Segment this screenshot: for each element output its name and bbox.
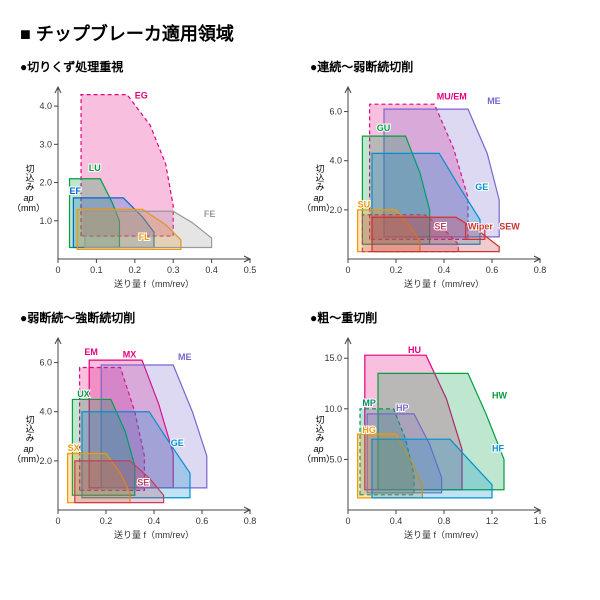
x-tick-label: 1.6: [534, 516, 547, 526]
chart-area: 切込みap（mm）MU/EMMEGUGESUSESEWWiper00.20.40…: [310, 79, 550, 299]
region-label: EG: [135, 90, 148, 100]
chart-block: ●切りくず処理重視切込みap（mm）EGLUEFFLFE00.10.20.30.…: [20, 58, 290, 299]
region-label: HP: [396, 403, 409, 413]
y-tick-label: 3.0: [39, 139, 52, 149]
y-tick-label: 6.0: [329, 107, 342, 117]
x-tick-label: 0.4: [390, 516, 403, 526]
region-label: GU: [377, 123, 391, 133]
region-label: SU: [358, 199, 371, 209]
chart-grid: ●切りくず処理重視切込みap（mm） EG LU EF FL FE 0 0.1 0.2 0.3 0.…: [20, 58, 580, 550]
main-title: ■ チップブレーカ適用領域: [20, 20, 580, 46]
chart-block: ●弱断続～強断続切削切込みap（mm）EMMXMEUXGESXSE00.20.4…: [20, 309, 290, 550]
region-label: GE: [171, 438, 184, 448]
chart-area: 切込みap（mm）HUHWMPHPHGHF00.40.81.21.65.010.…: [310, 330, 550, 550]
y-tick-label: 15.0: [324, 353, 342, 363]
x-tick-label: 0.1: [90, 265, 103, 275]
x-tick-label: 0.4: [148, 516, 161, 526]
x-tick-label: 0.8: [534, 265, 547, 275]
chart-title: ●連続～弱断続切削: [310, 58, 580, 75]
x-tick-label: 0: [345, 265, 350, 275]
x-axis-label: 送り量 f（mm/rev）: [114, 529, 194, 540]
x-axis-label: 送り量 f（mm/rev）: [114, 278, 194, 289]
region-label: LU: [89, 163, 101, 173]
region-label: Wiper: [468, 222, 493, 232]
region-label: SE: [137, 477, 149, 487]
x-axis-label: 送り量 f（mm/rev）: [404, 529, 484, 540]
x-tick-label: 0.4: [438, 265, 451, 275]
chart-block: ●粗～重切削切込みap（mm）HUHWMPHPHGHF00.40.81.21.6…: [310, 309, 580, 550]
region-label: EM: [84, 347, 98, 357]
region-label: ME: [178, 352, 192, 362]
region-label: SX: [68, 443, 80, 453]
region-label: HG: [362, 425, 376, 435]
region-label: HW: [492, 391, 507, 401]
region-label: GE: [475, 182, 488, 192]
y-axis-label: 切込みap（mm）: [12, 164, 45, 214]
y-axis-label: 切込みap（mm）: [302, 164, 335, 214]
region-label: ME: [487, 96, 501, 106]
y-tick-label: 4.0: [39, 101, 52, 111]
region-label: SE: [434, 222, 446, 232]
x-tick-label: 0: [345, 516, 350, 526]
region-label: MP: [362, 398, 376, 408]
x-tick-label: 1.2: [486, 516, 499, 526]
x-tick-label: 0.6: [196, 516, 209, 526]
region-label: FE: [204, 209, 216, 219]
x-tick-label: 0.2: [390, 265, 403, 275]
x-tick-label: 0.2: [100, 516, 113, 526]
chart-title: ●切りくず処理重視: [20, 58, 290, 75]
x-tick-label: 0.6: [486, 265, 499, 275]
region-label: SEW: [499, 222, 520, 232]
chart-area: 切込みap（mm）EMMXMEUXGESXSE00.20.40.60.82.04…: [20, 330, 260, 550]
region-label: EF: [70, 186, 82, 196]
chart-title: ●粗～重切削: [310, 309, 580, 326]
region-label: UX: [77, 389, 90, 399]
x-axis-label: 送り量 f（mm/rev）: [404, 278, 484, 289]
x-tick-label: 0: [55, 265, 60, 275]
y-tick-label: 1.0: [39, 216, 52, 226]
x-tick-label: 0.8: [438, 516, 451, 526]
region-fill: [85, 211, 212, 247]
x-tick-label: 0: [55, 516, 60, 526]
y-tick-label: 6.0: [39, 358, 52, 368]
region-label: HF: [492, 443, 504, 453]
region-label: HU: [408, 345, 421, 355]
x-tick-label: 0.2: [129, 265, 142, 275]
x-tick-label: 0.8: [244, 516, 257, 526]
chart-area: 切込みap（mm）EGLUEFFLFE00.10.20.30.40.51.02.…: [20, 79, 260, 299]
chart-title: ●弱断続～強断続切削: [20, 309, 290, 326]
region-label: MX: [123, 350, 137, 360]
y-axis-label: 切込みap（mm）: [12, 415, 45, 465]
region-label: FL: [139, 232, 150, 242]
x-tick-label: 0.5: [244, 265, 257, 275]
y-tick-label: 10.0: [324, 404, 342, 414]
region-label: MU/EM: [437, 91, 467, 101]
y-axis-label: 切込みap（mm）: [302, 415, 335, 465]
chart-block: ●連続～弱断続切削切込みap（mm）MU/EMMEGUGESUSESEWWipe…: [310, 58, 580, 299]
x-tick-label: 0.3: [167, 265, 180, 275]
x-tick-label: 0.4: [205, 265, 218, 275]
